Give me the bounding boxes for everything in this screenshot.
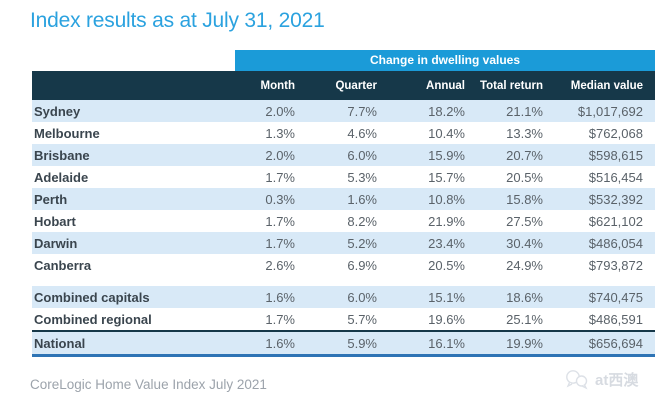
cell-quarter: 8.2% (347, 213, 377, 229)
cell-median-value: $656,694 (588, 335, 643, 351)
row-label: Canberra (34, 257, 92, 273)
row-label: Combined regional (34, 311, 152, 327)
cell-quarter: 6.0% (347, 147, 377, 163)
watermark: at西澳 (564, 369, 638, 390)
cell-month: 2.0% (265, 103, 295, 119)
row-label: Darwin (34, 235, 78, 251)
cell-quarter: 6.0% (347, 289, 377, 305)
cell-total-return: 15.8% (506, 191, 543, 207)
cell-total-return: 13.3% (506, 125, 543, 141)
table-row: Sydney 2.0% 7.7% 18.2% 21.1% $1,017,692 (32, 100, 655, 122)
table-body: Sydney 2.0% 7.7% 18.2% 21.1% $1,017,692 … (32, 100, 655, 357)
cell-total-return: 25.1% (506, 311, 543, 327)
cell-total-return: 21.1% (506, 103, 543, 119)
row-label: Combined capitals (34, 289, 150, 305)
cell-month: 2.6% (265, 257, 295, 273)
table-row-national: National 1.6% 5.9% 16.1% 19.9% $656,694 (32, 330, 655, 357)
chat-bubbles-icon (566, 370, 588, 390)
row-label: Perth (34, 191, 68, 207)
cell-quarter: 5.7% (347, 311, 377, 327)
table-header-row: Month Quarter Annual Total return Median… (32, 71, 655, 100)
column-header-quarter: Quarter (335, 79, 377, 92)
cell-quarter: 5.9% (347, 335, 377, 351)
column-header-median-value: Median value (570, 79, 643, 92)
cell-month: 1.3% (265, 125, 295, 141)
column-header-total-return: Total return (479, 79, 543, 92)
table-row: Canberra 2.6% 6.9% 20.5% 24.9% $793,872 (32, 254, 655, 276)
cell-median-value: $532,392 (588, 191, 643, 207)
cell-annual: 15.7% (428, 169, 465, 185)
cell-quarter: 4.6% (347, 125, 377, 141)
column-header-month: Month (260, 79, 295, 92)
cell-month: 1.7% (265, 311, 295, 327)
table-row: Adelaide 1.7% 5.3% 15.7% 20.5% $516,454 (32, 166, 655, 188)
cell-quarter: 6.9% (347, 257, 377, 273)
table-row: Perth 0.3% 1.6% 10.8% 15.8% $532,392 (32, 188, 655, 210)
cell-month: 0.3% (265, 191, 295, 207)
row-label: National (34, 335, 86, 351)
cell-total-return: 19.9% (506, 335, 543, 351)
table-row: Brisbane 2.0% 6.0% 15.9% 20.7% $598,615 (32, 144, 655, 166)
cell-median-value: $793,872 (588, 257, 643, 273)
column-header-annual: Annual (426, 79, 465, 92)
cell-quarter: 5.3% (347, 169, 377, 185)
cell-annual: 15.9% (428, 147, 465, 163)
cell-quarter: 1.6% (347, 191, 377, 207)
dwelling-values-banner: Change in dwelling values (235, 50, 655, 71)
cell-median-value: $621,102 (588, 213, 643, 229)
cell-median-value: $740,475 (588, 289, 643, 305)
cell-quarter: 5.2% (347, 235, 377, 251)
row-label: Melbourne (34, 125, 100, 141)
cell-annual: 20.5% (428, 257, 465, 273)
cell-month: 1.6% (265, 335, 295, 351)
cell-total-return: 24.9% (506, 257, 543, 273)
cell-month: 1.7% (265, 213, 295, 229)
cell-month: 1.6% (265, 289, 295, 305)
cell-total-return: 20.7% (506, 147, 543, 163)
watermark-label: at西澳 (595, 372, 639, 389)
row-label: Hobart (34, 213, 76, 229)
cell-median-value: $598,615 (588, 147, 643, 163)
cell-median-value: $486,054 (588, 235, 643, 251)
cell-month: 1.7% (265, 169, 295, 185)
table-row: Hobart 1.7% 8.2% 21.9% 27.5% $621,102 (32, 210, 655, 232)
cell-annual: 16.1% (428, 335, 465, 351)
cell-total-return: 18.6% (506, 289, 543, 305)
row-label: Sydney (34, 103, 81, 119)
cell-annual: 15.1% (428, 289, 465, 305)
cell-month: 1.7% (265, 235, 295, 251)
cell-median-value: $516,454 (588, 169, 643, 185)
table-row: Melbourne 1.3% 4.6% 10.4% 13.3% $762,068 (32, 122, 655, 144)
page-title: Index results as at July 31, 2021 (30, 9, 325, 32)
cell-annual: 21.9% (428, 213, 465, 229)
cell-median-value: $1,017,692 (577, 103, 643, 119)
cell-annual: 19.6% (428, 311, 465, 327)
cell-annual: 10.4% (428, 125, 465, 141)
cell-total-return: 20.5% (506, 169, 543, 185)
table-row-combined-capitals: Combined capitals 1.6% 6.0% 15.1% 18.6% … (32, 286, 655, 308)
cell-total-return: 27.5% (506, 213, 543, 229)
cell-quarter: 7.7% (347, 103, 377, 119)
cell-month: 2.0% (265, 147, 295, 163)
cell-annual: 18.2% (428, 103, 465, 119)
row-label: Brisbane (34, 147, 90, 163)
table-row: Darwin 1.7% 5.2% 23.4% 30.4% $486,054 (32, 232, 655, 254)
cell-median-value: $762,068 (588, 125, 643, 141)
footer-caption: CoreLogic Home Value Index July 2021 (30, 377, 267, 392)
cell-median-value: $486,591 (588, 311, 643, 327)
row-label: Adelaide (34, 169, 89, 185)
table-row-combined-regional: Combined regional 1.7% 5.7% 19.6% 25.1% … (32, 308, 655, 330)
cell-annual: 23.4% (428, 235, 465, 251)
cell-annual: 10.8% (428, 191, 465, 207)
cell-total-return: 30.4% (506, 235, 543, 251)
table-section-gap (32, 276, 655, 286)
